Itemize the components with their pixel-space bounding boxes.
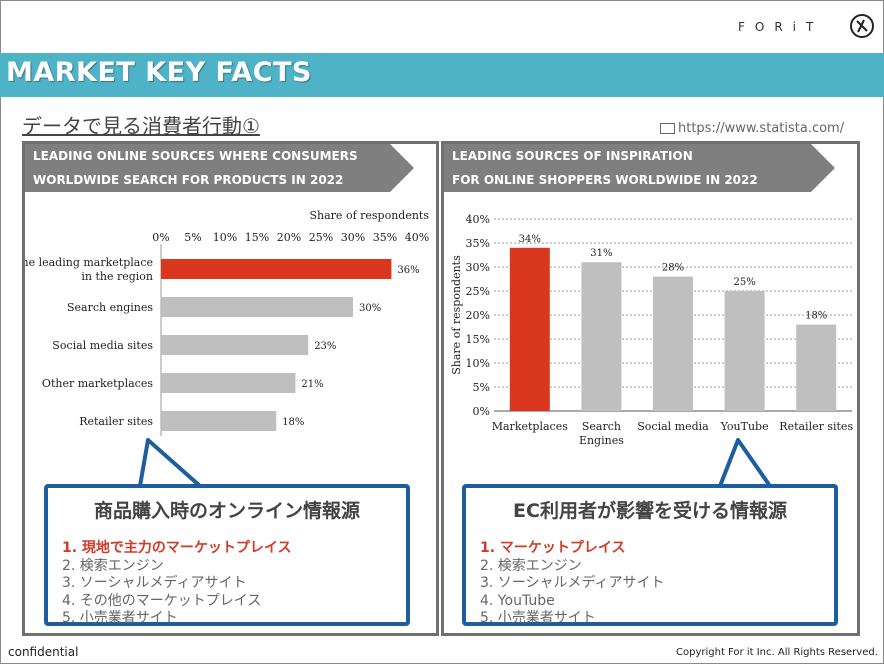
tick-label: 40% bbox=[466, 213, 490, 226]
tick-label: 40% bbox=[405, 231, 429, 244]
left-title-line1: LEADING ONLINE SOURCES WHERE CONSUMERS bbox=[33, 149, 358, 163]
right-callout-pointer bbox=[715, 438, 775, 488]
tick-label: 20% bbox=[466, 309, 490, 322]
data-label: 25% bbox=[733, 277, 755, 288]
bar bbox=[509, 247, 550, 411]
left-callout-list: 1. 現地で主力のマーケットプレイス 2. 検索エンジン 3. ソーシャルメディ… bbox=[62, 540, 292, 628]
tick-label: 35% bbox=[466, 237, 490, 250]
category-label: Search engines bbox=[67, 301, 153, 314]
list-item: 2. 検索エンジン bbox=[62, 557, 164, 574]
list-item: 5. 小売業者サイト bbox=[62, 610, 178, 626]
right-title-line2: FOR ONLINE SHOPPERS WORLDWIDE IN 2022 bbox=[452, 173, 758, 187]
data-label: 34% bbox=[519, 234, 541, 245]
tick-label: 35% bbox=[373, 231, 397, 244]
list-item: 2. 検索エンジン bbox=[480, 557, 582, 574]
tick-label: 25% bbox=[466, 285, 490, 298]
left-panel-title: LEADING ONLINE SOURCES WHERE CONSUMERS W… bbox=[25, 144, 390, 192]
footer-copyright: Copyright For it Inc. All Rights Reserve… bbox=[676, 647, 878, 658]
tick-label: 10% bbox=[213, 231, 237, 244]
right-callout-list: 1. マーケットプレイス 2. 検索エンジン 3. ソーシャルメディアサイト 4… bbox=[480, 540, 665, 628]
tick-label: 5% bbox=[184, 231, 201, 244]
list-item: 4. その他のマーケットプレイス bbox=[62, 592, 262, 609]
page-subtitle: データで見る消費者行動① bbox=[22, 114, 260, 138]
bar bbox=[161, 297, 353, 317]
tick-label: 20% bbox=[277, 231, 301, 244]
bar bbox=[161, 259, 392, 279]
right-title-line1: LEADING SOURCES OF INSPIRATION bbox=[452, 149, 693, 163]
tick-label: 30% bbox=[341, 231, 365, 244]
left-bar-chart: Share of respondents 0% 5% 10% 15% 20% 25% 30% 3… bbox=[25, 209, 430, 436]
tick-label: 15% bbox=[245, 231, 269, 244]
tick-label: 30% bbox=[466, 261, 490, 274]
source-url[interactable]: https://www.statista.com/ bbox=[678, 121, 845, 136]
right-callout: EC利用者が影響を受ける情報源 1. マーケットプレイス 2. 検索エンジン 3… bbox=[462, 484, 838, 626]
axis-title: Share of respondents bbox=[310, 209, 430, 222]
category-label: Retailer sites bbox=[79, 415, 153, 428]
source-link[interactable]: https://www.statista.com/ bbox=[660, 121, 844, 136]
category-label: Other marketplaces bbox=[42, 377, 153, 390]
logo-mark-icon bbox=[850, 14, 874, 38]
left-callout-title: 商品購入時のオンライン情報源 bbox=[93, 500, 360, 522]
right-panel-title: LEADING SOURCES OF INSPIRATION FOR ONLIN… bbox=[444, 144, 811, 192]
bar bbox=[161, 373, 296, 393]
bar bbox=[161, 411, 277, 431]
left-title-arrow bbox=[390, 144, 414, 192]
bar bbox=[796, 324, 837, 411]
category-label: Engines bbox=[579, 434, 624, 447]
data-label: 18% bbox=[282, 417, 304, 428]
footer-confidential: confidential bbox=[8, 645, 79, 659]
left-callout: 商品購入時のオンライン情報源 1. 現地で主力のマーケットプレイス 2. 検索エ… bbox=[44, 484, 410, 626]
left-callout-pointer bbox=[135, 438, 215, 488]
list-item: 5. 小売業者サイト bbox=[480, 610, 596, 626]
category-label: Social media bbox=[637, 420, 709, 433]
left-title-line2: WORLDWIDE SEARCH FOR PRODUCTS IN 2022 bbox=[33, 173, 344, 187]
bar bbox=[581, 262, 622, 411]
category-label: Search bbox=[582, 420, 621, 433]
data-label: 31% bbox=[590, 248, 612, 259]
bar bbox=[653, 276, 693, 411]
brand-logo: FORiT bbox=[738, 20, 824, 34]
title-banner: MARKET KEY FACTS bbox=[0, 53, 884, 97]
tick-label: 15% bbox=[466, 333, 490, 346]
tick-label: 0% bbox=[473, 405, 490, 418]
list-item: 4. YouTube bbox=[480, 592, 555, 609]
tick-label: 25% bbox=[309, 231, 333, 244]
right-title-arrow bbox=[811, 144, 835, 192]
category-label: Social media sites bbox=[52, 339, 153, 352]
bar bbox=[161, 335, 309, 355]
category-label: The leading marketplace bbox=[25, 256, 153, 269]
right-callout-title: EC利用者が影響を受ける情報源 bbox=[513, 500, 787, 522]
data-label: 21% bbox=[301, 379, 323, 390]
list-item: 1. マーケットプレイス bbox=[480, 540, 626, 556]
category-label: Retailer sites bbox=[779, 420, 853, 433]
data-label: 30% bbox=[359, 303, 381, 314]
category-label: YouTube bbox=[720, 420, 769, 433]
data-label: 23% bbox=[314, 341, 336, 352]
list-item: 3. ソーシャルメディアサイト bbox=[480, 575, 665, 591]
axis-title: Share of respondents bbox=[450, 255, 463, 375]
tick-label: 10% bbox=[466, 357, 490, 370]
data-label: 36% bbox=[397, 265, 419, 276]
banner-title: MARKET KEY FACTS bbox=[6, 57, 312, 88]
category-label: Marketplaces bbox=[492, 420, 568, 433]
data-label: 28% bbox=[662, 263, 684, 274]
monitor-icon bbox=[660, 123, 675, 134]
data-label: 18% bbox=[805, 311, 827, 322]
right-bar-chart: 0% 5% 10% 15% 20% 25% 30% 35% 40% Share of respon… bbox=[450, 213, 853, 447]
category-label: in the region bbox=[81, 270, 153, 283]
list-item: 1. 現地で主力のマーケットプレイス bbox=[62, 540, 292, 556]
list-item: 3. ソーシャルメディアサイト bbox=[62, 575, 247, 591]
bar bbox=[724, 291, 765, 411]
tick-label: 0% bbox=[152, 231, 169, 244]
tick-label: 5% bbox=[473, 381, 490, 394]
